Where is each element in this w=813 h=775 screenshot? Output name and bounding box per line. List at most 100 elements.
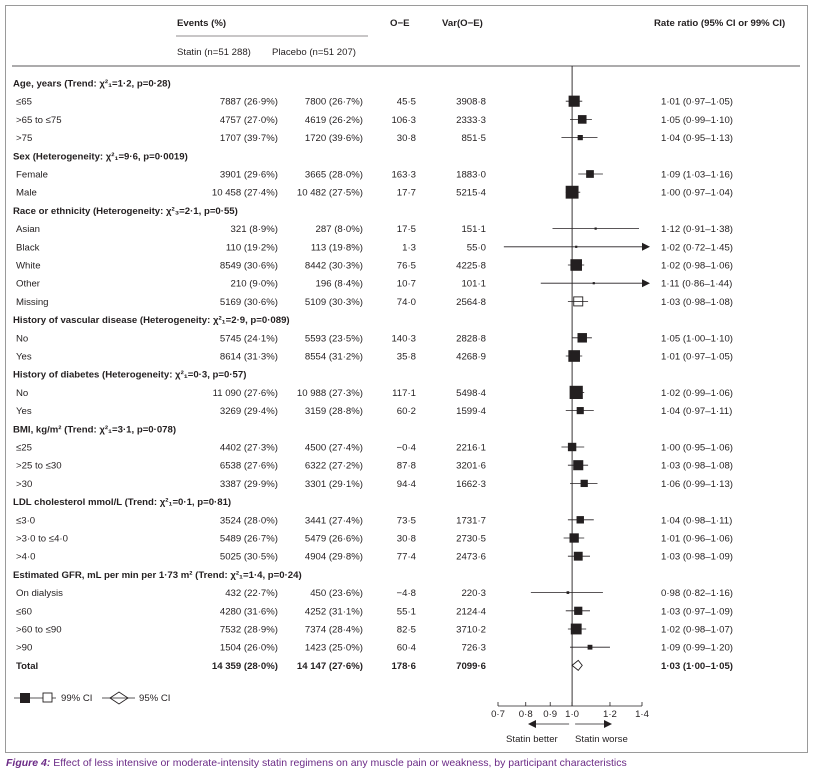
row-placebo-events: 113 (19·8%) xyxy=(311,242,363,253)
point-estimate xyxy=(577,115,587,124)
row-placebo-events: 3441 (27·4%) xyxy=(305,515,363,526)
row-var: 101·1 xyxy=(461,279,486,290)
figure-frame xyxy=(5,5,808,753)
row-var: 2564·8 xyxy=(456,297,486,308)
axis-layer: 0·7 0·8 0·9 1·0 1·2 1·4 xyxy=(491,702,650,728)
row-rate-ratio: 1·02 (0·99–1·06) xyxy=(661,388,733,399)
row-rate-ratio: 1·05 (0·99–1·10) xyxy=(661,115,733,126)
row-label: Male xyxy=(16,188,37,199)
total-diamond xyxy=(571,659,583,672)
row-placebo-events: 4500 (27·4%) xyxy=(305,443,363,454)
ci-arrow xyxy=(642,279,650,288)
row-statin-events: 432 (22·7%) xyxy=(225,588,278,599)
row-label: >25 to ≤30 xyxy=(16,461,62,472)
point-estimate xyxy=(573,551,583,561)
row-label: >60 to ≤90 xyxy=(16,625,62,636)
row-statin-events: 4280 (31·6%) xyxy=(220,606,278,617)
axis-label-worse: Statin worse xyxy=(575,734,628,745)
legend-filled-square-icon xyxy=(20,693,30,703)
row-var: 5498·4 xyxy=(456,388,487,399)
group-title: Sex (Heterogeneity: χ²₁=9·6, p=0·0019) xyxy=(13,151,188,162)
row-rate-ratio: 1·03 (0·98–1·08) xyxy=(661,461,733,472)
row-placebo-events: 3301 (29·1%) xyxy=(305,479,363,490)
row-var: 3710·2 xyxy=(456,625,486,636)
x-tick-label: 1·4 xyxy=(635,709,650,720)
header-statin: Statin (n=51 288) xyxy=(177,47,251,58)
row-var: 1883·0 xyxy=(456,170,486,181)
x-tick-label: 1·2 xyxy=(603,709,617,720)
row-label: Black xyxy=(16,242,40,253)
row-placebo-events: 5479 (26·6%) xyxy=(305,534,363,545)
row-label: No xyxy=(16,388,28,399)
row-var: 2730·5 xyxy=(456,534,486,545)
row-rate-ratio: 1·01 (0·96–1·06) xyxy=(661,534,733,545)
group-title: History of vascular disease (Heterogenei… xyxy=(13,315,290,326)
row-label: No xyxy=(16,333,28,344)
row-rate-ratio: 1·02 (0·72–1·45) xyxy=(661,242,733,253)
row-rate-ratio: 1·01 (0·97–1·05) xyxy=(661,97,733,108)
row-oe: 17·7 xyxy=(397,188,416,199)
row-rate-ratio: 1·12 (0·91–1·38) xyxy=(661,224,733,235)
row-oe: 82·5 xyxy=(397,625,416,636)
header-var: Var(O−E) xyxy=(442,18,483,29)
point-estimate xyxy=(570,259,582,271)
row-statin-events: 1707 (39·7%) xyxy=(220,133,278,144)
row-label: ≤25 xyxy=(16,443,32,454)
point-estimate xyxy=(586,170,594,178)
row-var: 2473·6 xyxy=(456,552,486,563)
caption-text: Effect of less intensive or moderate-int… xyxy=(50,757,627,769)
group-title: Race or ethnicity (Heterogeneity: χ²₃=2·… xyxy=(13,206,238,217)
row-oe: −0·4 xyxy=(397,443,417,454)
header-placebo: Placebo (n=51 207) xyxy=(272,47,356,58)
x-tick-label: 0·8 xyxy=(519,709,533,720)
row-placebo-events: 196 (8·4%) xyxy=(316,279,363,290)
row-statin-events: 5745 (24·1%) xyxy=(220,333,278,344)
row-placebo-events: 7800 (26·7%) xyxy=(305,97,363,108)
row-var: 3908·8 xyxy=(456,97,486,108)
caption-label: Figure 4: xyxy=(6,757,51,769)
row-statin-events: 5489 (26·7%) xyxy=(220,534,278,545)
row-placebo-events: 8442 (30·3%) xyxy=(305,261,363,272)
row-statin-events: 8614 (31·3%) xyxy=(220,352,278,363)
header-events: Events (%) xyxy=(177,18,226,29)
row-statin-events: 3524 (28·0%) xyxy=(220,515,278,526)
group-title: LDL cholesterol mmol/L (Trend: χ²₁=0·1, … xyxy=(13,497,231,508)
row-oe: 1·3 xyxy=(402,242,416,253)
row-rate-ratio: 1·03 (0·98–1·08) xyxy=(661,297,733,308)
row-rate-ratio: 1·09 (1·03–1·16) xyxy=(661,170,733,181)
row-placebo-events: 1720 (39·6%) xyxy=(305,133,363,144)
legend: 99% CI 95% CI xyxy=(14,691,170,705)
row-statin-events: 7532 (28·9%) xyxy=(220,625,278,636)
row-placebo-events: 8554 (31·2%) xyxy=(305,352,363,363)
row-oe: 74·0 xyxy=(397,297,416,308)
row-var: 726·3 xyxy=(461,643,486,654)
point-estimate xyxy=(565,185,579,199)
row-placebo-events: 4904 (29·8%) xyxy=(305,552,363,563)
forest-plot: Events (%) Statin (n=51 288) Placebo (n=… xyxy=(12,18,800,745)
row-label: >4·0 xyxy=(16,552,35,563)
row-label: >75 xyxy=(16,133,32,144)
row-label: ≤65 xyxy=(16,97,32,108)
row-oe: 106·3 xyxy=(391,115,416,126)
group-title: History of diabetes (Heterogeneity: χ²₁=… xyxy=(13,370,246,381)
row-oe: 10·7 xyxy=(397,279,416,290)
point-estimate xyxy=(594,227,597,230)
row-oe: 55·1 xyxy=(397,606,416,617)
row-oe: 140·3 xyxy=(391,333,416,344)
row-rate-ratio: 1·03 (0·97–1·09) xyxy=(661,606,733,617)
row-rate-ratio: 0·98 (0·82–1·16) xyxy=(661,588,733,599)
row-oe: 87·8 xyxy=(397,461,416,472)
point-estimate xyxy=(568,350,580,362)
row-statin-events: 5025 (30·5%) xyxy=(220,552,278,563)
row-oe: −4·8 xyxy=(397,588,416,599)
row-statin-events: 4757 (27·0%) xyxy=(220,115,278,126)
row-statin-events: 321 (8·9%) xyxy=(231,224,278,235)
row-oe: 73·5 xyxy=(397,515,416,526)
row-placebo-events: 6322 (27·2%) xyxy=(305,461,363,472)
row-placebo-events: 3665 (28·0%) xyxy=(305,170,363,181)
point-estimate xyxy=(566,591,570,594)
row-rate-ratio: 1·04 (0·98–1·11) xyxy=(661,515,732,526)
axis-label-better: Statin better xyxy=(506,734,559,745)
row-label: White xyxy=(16,261,41,272)
